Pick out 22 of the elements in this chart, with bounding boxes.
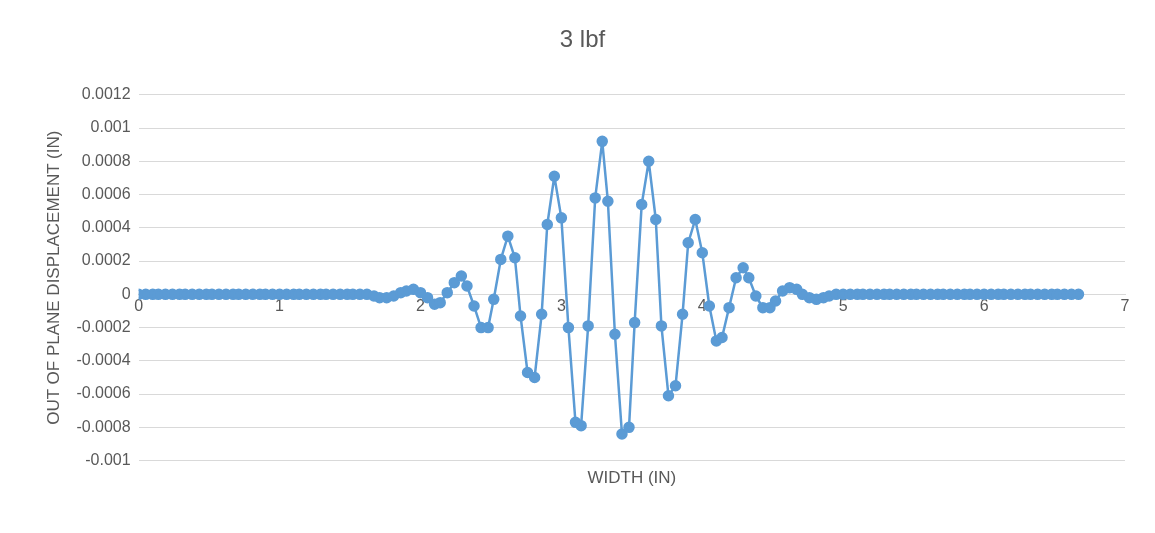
y-tick-label: -0.0006 (76, 384, 131, 402)
x-tick-label: 7 (1120, 297, 1130, 315)
y-tick-label: -0.0002 (76, 317, 131, 335)
x-tick-label: 0 (134, 297, 144, 315)
chart-title: 3 lbf (559, 25, 606, 53)
x-tick-label: 5 (838, 297, 848, 315)
y-tick-label: -0.0004 (76, 351, 131, 369)
y-tick-label: 0.0006 (81, 184, 131, 202)
y-tick-label: 0 (121, 284, 131, 302)
x-tick-label: 3 (556, 297, 566, 315)
x-tick-label: 1 (275, 297, 285, 315)
y-axis-title: OUT OF PLANE DISPLACEMENT (IN) (43, 130, 63, 425)
y-tick-label: -0.001 (85, 451, 131, 469)
x-tick-label: 6 (979, 297, 989, 315)
y-tick-label: 0.0004 (81, 218, 131, 236)
y-tick-label: 0.0012 (81, 85, 131, 103)
y-tick-label: -0.0008 (76, 417, 131, 435)
x-tick-label: 2 (416, 297, 426, 315)
x-axis-title: WIDTH (IN) (587, 468, 677, 488)
y-tick-label: 0.0002 (81, 251, 131, 269)
y-tick-label: 0.0008 (81, 151, 131, 169)
y-tick-label: 0.001 (90, 118, 131, 136)
